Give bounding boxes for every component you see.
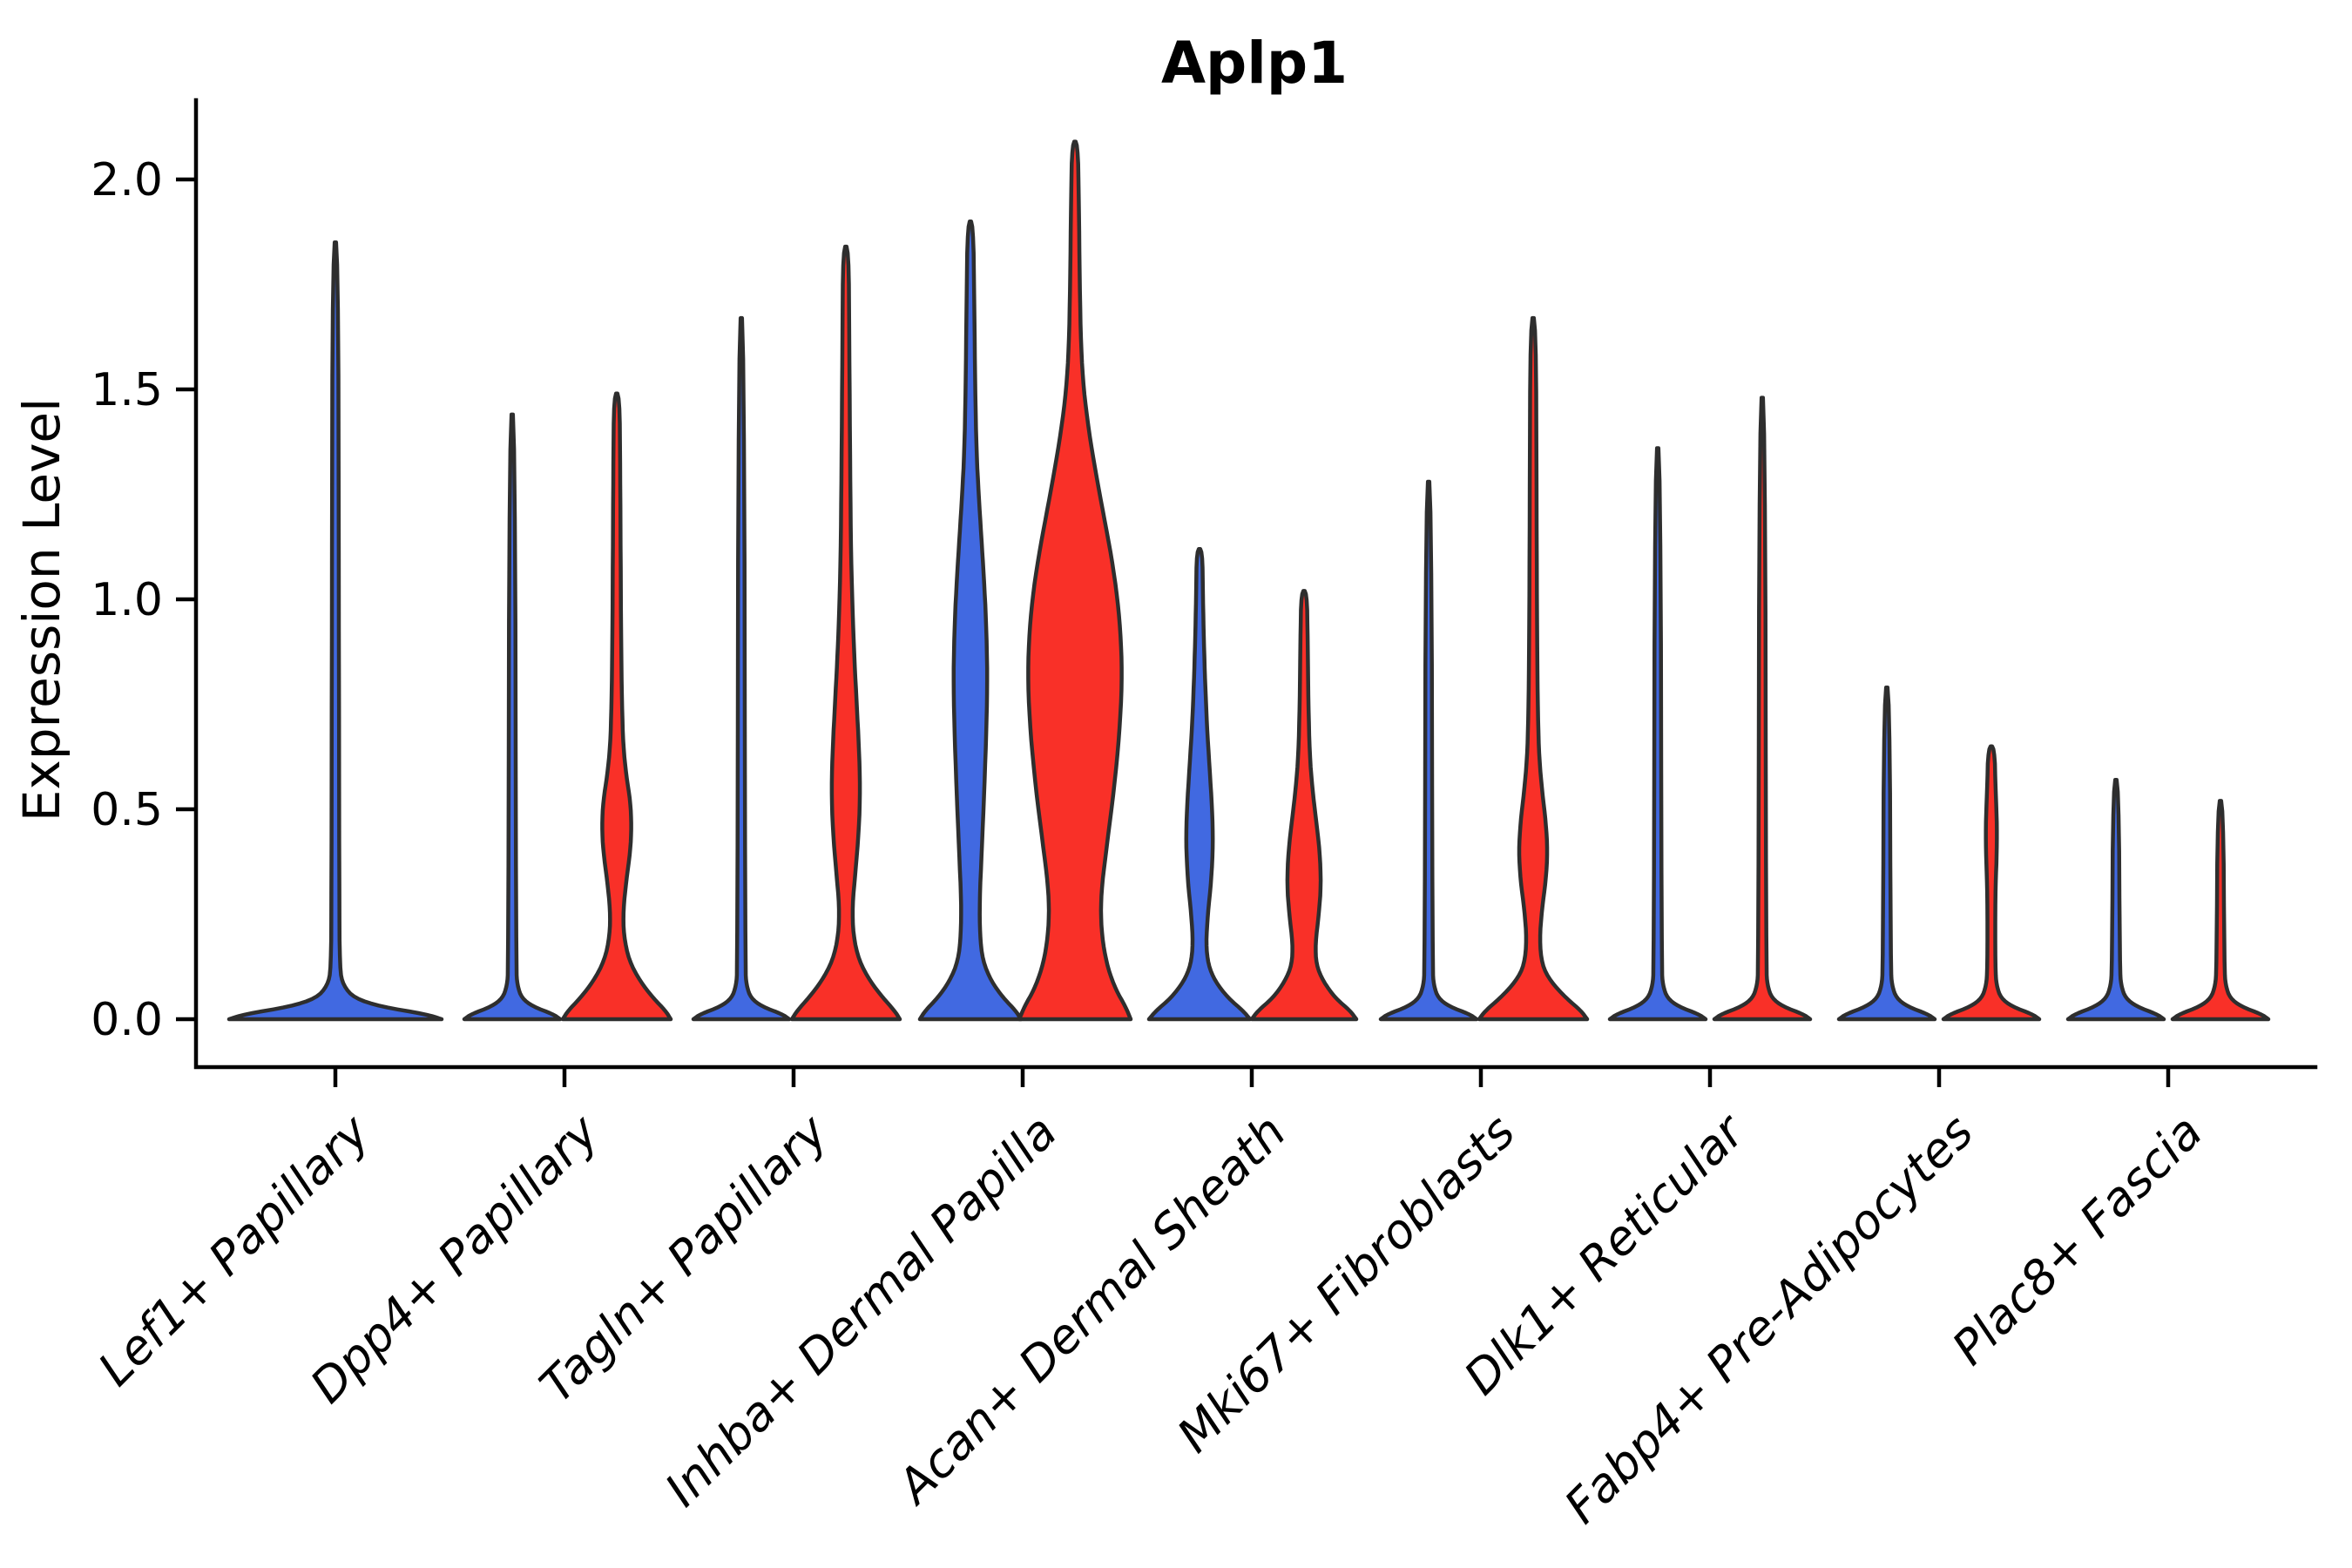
y-axis-label: Expression Level: [12, 398, 71, 821]
violin-2-left: [691, 315, 792, 1022]
violin-7-right: [1941, 744, 2042, 1022]
y-tick-label-0.0: 0.0: [91, 994, 163, 1046]
violins-layer: [226, 139, 2271, 1022]
violin-4-right: [1249, 589, 1359, 1022]
axes-layer: [176, 98, 2318, 1087]
violin-2-right: [789, 244, 902, 1022]
violin-4-left: [1146, 546, 1253, 1022]
violin-8-left: [2065, 778, 2166, 1022]
violin-6-right: [1712, 395, 1813, 1022]
axis-spines: [193, 98, 2318, 1070]
violin-6-left: [1607, 446, 1708, 1022]
y-tick-label-0.5: 0.5: [91, 784, 163, 836]
violin-5-right: [1477, 315, 1590, 1022]
violin-3-left: [917, 219, 1024, 1022]
violin-3-right: [1017, 139, 1133, 1022]
violin-0-single: [226, 240, 444, 1022]
violin-5-left: [1378, 479, 1479, 1022]
y-tick-label-1.5: 1.5: [91, 364, 163, 416]
violin-8-right: [2170, 799, 2271, 1022]
violin-1-right: [560, 391, 673, 1022]
y-tick-labels: 0.0 0.5 1.0 1.5 2.0: [91, 154, 163, 1046]
plot-title: Aplp1: [1161, 30, 1348, 97]
violin-7-left: [1836, 685, 1937, 1022]
violin-1-left: [462, 412, 563, 1022]
y-tick-label-2.0: 2.0: [91, 154, 163, 206]
y-tick-label-1.0: 1.0: [91, 574, 163, 626]
